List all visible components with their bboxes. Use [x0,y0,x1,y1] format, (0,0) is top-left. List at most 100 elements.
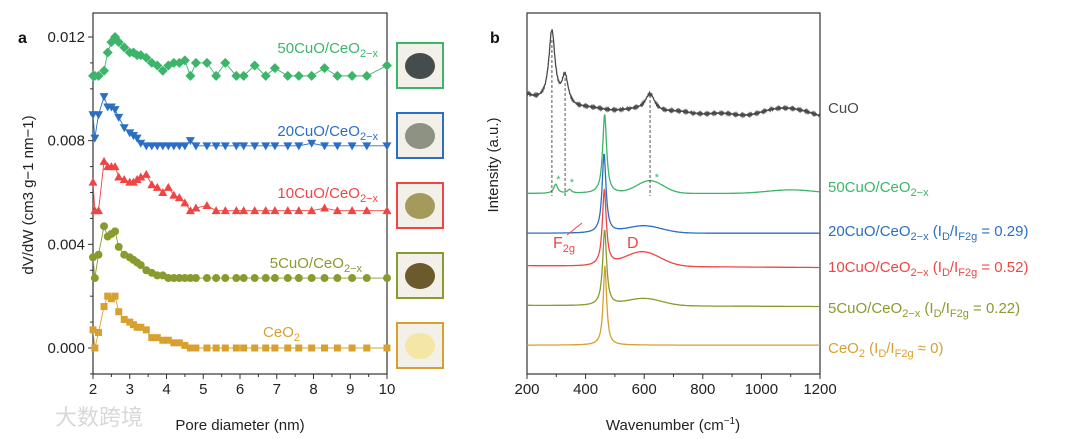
data-point [282,70,293,81]
data-point [94,111,104,120]
x-tick-label: 4 [162,381,170,398]
data-point [269,63,280,74]
label-subscript: F2g [958,267,977,279]
data-point [348,274,357,283]
label-text: 20CuO/CeO [828,223,911,240]
data-point [163,182,173,191]
label-text: /I [950,259,958,276]
data-point [271,344,279,352]
data-point [90,274,99,283]
data-point [201,57,212,68]
data-point [104,292,112,300]
data-point [347,206,357,215]
data-point [239,142,249,151]
asterisk-marker: * [655,172,660,184]
label-text: /I [942,300,950,317]
data-point [126,318,134,326]
data-point [89,326,97,334]
data-point [362,206,372,215]
y-axis-label: Intensity (a.u.) [485,117,502,212]
data-point [95,328,103,336]
panel-b-chart: 200 400 600 800 1000 1200 Wavenumber (cm−1) Int… [485,12,1029,434]
label-subscript: 2 [294,332,300,344]
panel-a-label: a [18,30,27,47]
data-point [114,242,123,251]
series-label: 10CuO/CeO2−x [277,185,378,205]
x-tick-label: 9 [346,381,354,398]
y-tick-label: 0.012 [47,29,85,46]
data-point [111,227,120,236]
data-point [133,323,141,331]
data-point [110,106,120,115]
data-point [212,274,221,283]
data-point [220,206,230,215]
data-point [158,187,168,196]
x-tick-label: 600 [632,381,657,398]
x-axis-label-part: −1 [724,416,736,427]
label-text: 10CuO/CeO [277,185,360,202]
panel-a-chart: 2 3 4 5 6 7 8 9 10 0.000 0.004 0.008 0.012 Pore diame… [20,12,444,434]
data-point [294,142,304,151]
label-subscript: 2−x [911,187,930,199]
data-point [307,139,317,148]
data-point [113,37,124,48]
data-point [283,142,293,151]
label-text: (I [920,300,933,317]
data-point [294,206,304,215]
data-point [332,70,343,81]
label-text: CuO [828,100,859,117]
x-axis-label: Pore diameter (nm) [175,417,304,434]
label-subscript: 2−x [902,308,921,320]
data-point [180,274,189,283]
data-point [347,70,358,81]
data-point [383,274,391,283]
data-point [90,134,100,143]
data-point [110,162,120,171]
x-tick-label: 400 [573,381,598,398]
spectrum-line [526,29,821,119]
data-point [181,341,189,349]
series-2 [88,156,392,215]
powder-sample [405,263,435,289]
data-point [319,63,330,74]
data-point [320,203,330,212]
data-point [333,274,342,283]
x-axis-label-part: ) [735,417,740,434]
data-point [141,169,151,178]
powder-sample [405,333,435,359]
label-text: 5CuO/CeO [828,300,902,317]
data-point [152,182,162,191]
sample-photo [396,252,444,299]
data-point [119,175,129,184]
data-point [202,142,212,151]
data-point [100,222,109,231]
data-point [284,344,292,352]
watermark: 大数跨境 [55,405,143,430]
data-point [99,93,109,102]
data-point [185,206,195,215]
spectrum-line [527,188,820,269]
data-point [211,70,222,81]
data-point [232,274,241,283]
data-point [192,344,200,352]
x-axis-label-part: Wavenumber (cm [606,417,724,434]
data-point [270,206,280,215]
data-point [261,274,270,283]
x-tick-label: 10 [379,381,396,398]
data-point [283,274,292,283]
sample-photo [396,42,444,89]
x-tick-label: 5 [199,381,207,398]
data-point [136,172,146,181]
data-point [249,60,260,71]
data-point [111,292,119,300]
data-point [231,206,241,215]
data-point [294,274,303,283]
series-label: 50CuO/CeO2−x [828,179,929,199]
data-point [141,52,152,63]
x-axis-label: Wavenumber (cm−1) [606,416,740,434]
label-subscript: 2−x [360,193,379,205]
label-text: 10CuO/CeO [828,259,911,276]
panel-b-label: b [490,30,500,47]
label-subscript: 2−x [360,131,379,143]
data-point [250,142,260,151]
